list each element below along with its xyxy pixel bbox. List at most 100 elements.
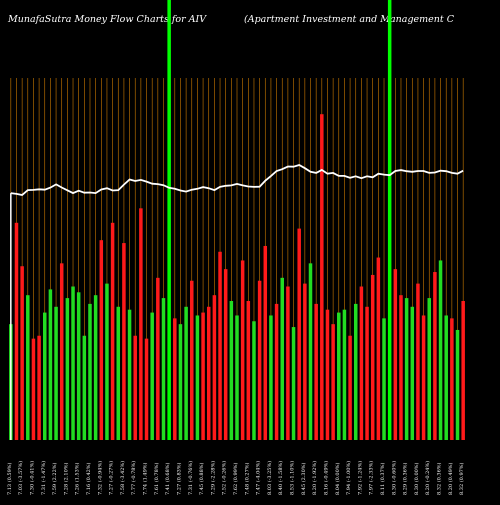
price-line bbox=[10, 164, 464, 196]
x-tick-label: 7.27 (-0.27%) bbox=[108, 461, 115, 495]
money-flow-bar bbox=[184, 306, 188, 440]
money-flow-bar bbox=[359, 286, 364, 440]
x-tick-label: 7.62 (0.99%) bbox=[232, 462, 239, 495]
money-flow-bar bbox=[337, 312, 341, 440]
money-flow-bar bbox=[427, 298, 431, 440]
money-flow-bar bbox=[116, 306, 121, 440]
money-flow-bar bbox=[450, 318, 454, 440]
money-flow-bar bbox=[54, 306, 58, 440]
money-flow-bar bbox=[190, 280, 194, 440]
money-flow-bar bbox=[71, 286, 75, 440]
x-tick-label: 8.04 (0.00%) bbox=[334, 462, 341, 495]
x-tick-label: 7.52 (-0.26%) bbox=[221, 461, 228, 495]
x-tick-label: 7.32 (-0.94%) bbox=[96, 461, 103, 495]
x-tick-label: 7.13 (0.59%) bbox=[6, 462, 13, 495]
money-flow-bar bbox=[433, 272, 437, 440]
money-flow-bar bbox=[110, 222, 115, 440]
x-tick-label: 8.45 (2.30%) bbox=[300, 462, 307, 495]
money-flow-bar bbox=[404, 298, 409, 440]
x-tick-label: 7.47 (-4.04%) bbox=[255, 461, 262, 495]
x-tick-label: 7.29 (-2.28%) bbox=[209, 461, 216, 495]
x-tick-label: 7.92 (-1.24%) bbox=[356, 461, 363, 495]
money-flow-bar bbox=[229, 300, 234, 440]
money-flow-bar bbox=[331, 324, 335, 440]
x-tick-label: 7.94 (-1.00%) bbox=[345, 461, 352, 495]
x-tick-label: 7.16 (0.42%) bbox=[85, 462, 92, 495]
money-flow-bar bbox=[291, 327, 296, 440]
money-flow-bar bbox=[325, 309, 330, 440]
x-tick-label: 7.97 (-2.33%) bbox=[368, 461, 375, 495]
x-tick-label: 7.30 (-0.41%) bbox=[28, 461, 35, 495]
x-tick-label: 8.20 (-0.24%) bbox=[424, 461, 431, 495]
x-tick-label: 7.31 (-1.47%) bbox=[40, 461, 47, 495]
money-flow-bar bbox=[65, 298, 70, 440]
money-flow-bar bbox=[26, 295, 30, 440]
money-flow-bar bbox=[320, 114, 324, 440]
x-tick-label: 8.53 (-1.10%) bbox=[289, 461, 296, 495]
x-tick-label: 8.32 (0.97%) bbox=[458, 462, 465, 495]
x-tick-label: 7.31 (-0.76%) bbox=[187, 461, 194, 495]
x-tick-label: 8.11 (0.37%) bbox=[379, 462, 386, 495]
money-flow-bar bbox=[235, 315, 239, 440]
money-flow-bar bbox=[218, 251, 222, 440]
money-flow-bar bbox=[438, 260, 443, 440]
money-flow-bar bbox=[223, 269, 228, 440]
money-flow-bar bbox=[308, 263, 313, 440]
x-tick-label: 8.40 (-1.58%) bbox=[277, 461, 284, 495]
x-tick-label: 8.16 (-0.49%) bbox=[322, 461, 329, 495]
money-flow-bar bbox=[82, 335, 87, 440]
money-flow-bar bbox=[410, 306, 415, 440]
price-line-layer bbox=[10, 164, 464, 440]
money-flow-bar bbox=[99, 240, 104, 440]
money-flow-bar bbox=[167, 0, 171, 440]
money-flow-bar bbox=[93, 295, 98, 440]
money-flow-bar bbox=[43, 312, 47, 440]
money-flow-bar bbox=[365, 306, 369, 440]
x-tick-label: 7.45 (0.88%) bbox=[198, 462, 205, 495]
money-flow-bar bbox=[195, 315, 200, 440]
money-flow-bar bbox=[286, 286, 290, 440]
money-flow-bar bbox=[133, 335, 137, 440]
money-flow-bar bbox=[376, 257, 381, 440]
money-flow-bar bbox=[144, 338, 149, 440]
chart-title: MunafaSutra Money Flow Charts for AIV bbox=[7, 14, 207, 25]
x-tick-label: 8.20 (0.49%) bbox=[447, 462, 454, 495]
money-flow-bar bbox=[48, 289, 53, 440]
x-tick-label: 7.61 (0.78%) bbox=[153, 462, 160, 495]
money-flow-bar bbox=[455, 329, 460, 440]
money-flow-bar bbox=[127, 309, 132, 440]
x-tick-label: 7.74 (1.49%) bbox=[142, 462, 149, 495]
money-flow-bar bbox=[252, 321, 256, 440]
x-tick-label: 8.32 (0.36%) bbox=[436, 462, 443, 495]
x-tick-label: 7.58 (-3.42%) bbox=[119, 461, 126, 495]
money-flow-bar bbox=[342, 309, 347, 440]
money-flow-bar bbox=[382, 318, 386, 440]
x-tick-label: 7.48 (0.27%) bbox=[243, 462, 250, 495]
chart-subtitle: (Apartment Investment and Management C bbox=[244, 14, 455, 25]
money-flow-bar bbox=[161, 298, 166, 440]
money-flow-bar bbox=[348, 335, 352, 440]
money-flow-bar bbox=[206, 306, 211, 440]
x-tick-label: 8.20 (-1.92%) bbox=[311, 461, 318, 495]
money-flow-bar bbox=[297, 228, 301, 440]
x-tick-label: 7.59 (2.22%) bbox=[51, 462, 58, 495]
money-flow-bar bbox=[263, 245, 268, 440]
money-flow-bar bbox=[461, 300, 465, 440]
money-flow-bar bbox=[280, 277, 284, 440]
money-flow-bar bbox=[122, 243, 126, 440]
money-flow-bar bbox=[173, 318, 177, 440]
money-flow-bar bbox=[76, 292, 81, 440]
money-flow-bar bbox=[370, 274, 375, 440]
money-flow-bar bbox=[20, 266, 24, 440]
x-tick-label: 7.28 (2.10%) bbox=[62, 462, 69, 495]
money-flow-bar bbox=[257, 280, 262, 440]
x-tick-label: 7.77 (-0.78%) bbox=[130, 461, 137, 495]
money-flow-bar bbox=[387, 0, 392, 440]
money-flow-bar bbox=[393, 269, 398, 440]
money-flow-bar bbox=[246, 300, 251, 440]
x-tick-label: 8.30 (-0.60%) bbox=[390, 461, 397, 495]
money-flow-bar bbox=[353, 303, 358, 440]
money-flow-bar bbox=[139, 208, 143, 440]
x-tick-label: 7.27 (0.83%) bbox=[175, 462, 182, 495]
